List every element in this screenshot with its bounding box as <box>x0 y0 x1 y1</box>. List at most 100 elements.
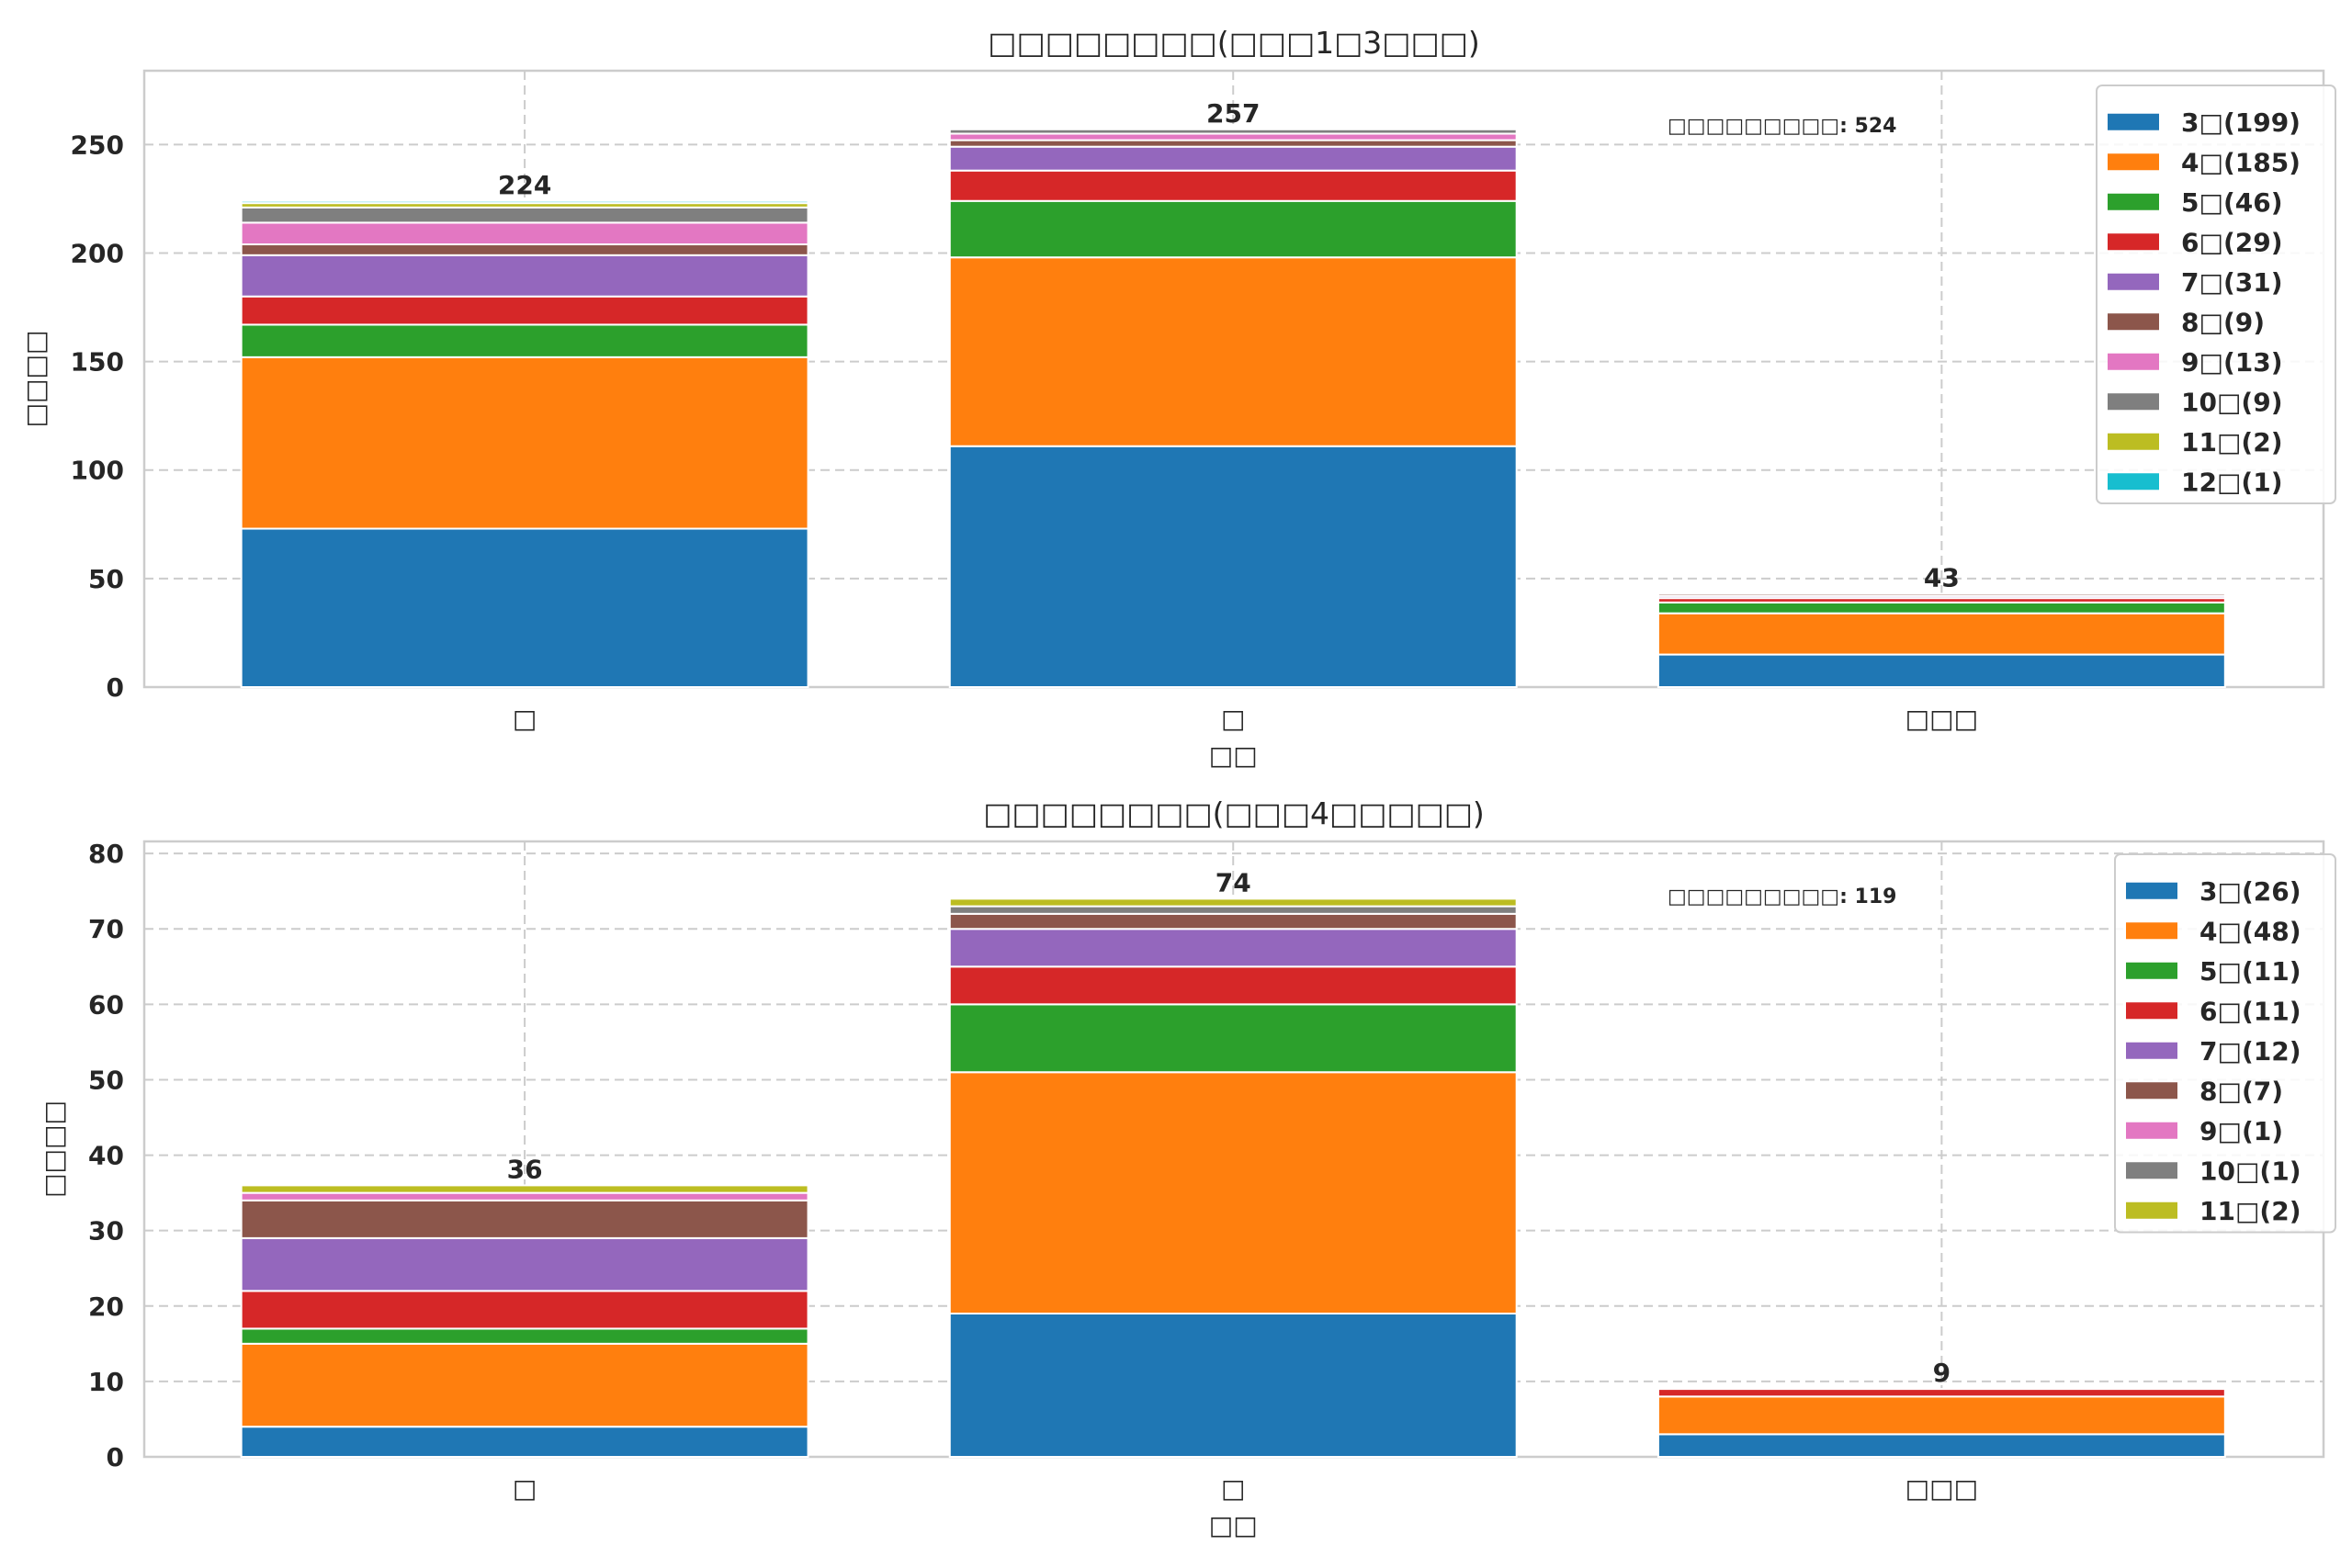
y-tick-label: 60 <box>88 989 124 1020</box>
bar-segment <box>240 355 809 530</box>
bar-segment <box>240 243 809 256</box>
bar-segment <box>948 132 1518 141</box>
legend-swatch <box>2126 1042 2177 1059</box>
bar-segment <box>948 139 1518 148</box>
legend-swatch <box>2108 313 2159 331</box>
y-tick-label: 100 <box>71 456 124 486</box>
bar-segment <box>240 1191 809 1201</box>
bar-segment <box>948 905 1518 915</box>
bar-segment <box>948 169 1518 202</box>
y-axis-label: □□□□ <box>39 1100 69 1198</box>
x-tick-label: □ <box>1221 704 1245 734</box>
x-tick-label: □ <box>513 704 537 734</box>
legend-entry: 9□(1) <box>2199 1116 2283 1146</box>
bar-segment <box>1657 601 2226 615</box>
bar-segment <box>948 1071 1518 1314</box>
legend-entry: 7□(12) <box>2199 1036 2301 1066</box>
total-annotation: □□□□□□□□□: 119 <box>1668 886 1896 908</box>
legend-swatch <box>2108 193 2159 210</box>
bar-segment <box>948 128 1518 135</box>
legend-swatch <box>2108 233 2159 251</box>
x-tick-label: □□□ <box>1905 704 1978 734</box>
bar-segment <box>1657 653 2226 689</box>
bar-segment <box>240 199 809 205</box>
bar-segment <box>1657 592 2226 597</box>
bar-segment <box>948 928 1518 968</box>
bar-segment <box>1657 1433 2226 1459</box>
legend-entry: 6□(11) <box>2199 996 2301 1026</box>
bar-segment <box>240 323 809 358</box>
x-tick-label: □ <box>1221 1473 1245 1504</box>
bar-total-label: 9 <box>1933 1358 1951 1388</box>
bar-total-label: 43 <box>1924 562 1960 592</box>
x-axis-label: □□ <box>1209 1510 1258 1540</box>
bar-segment <box>948 965 1518 1006</box>
bar-segment <box>948 145 1518 172</box>
bar-segment <box>1657 612 2226 656</box>
legend-entry: 4□(185) <box>2181 147 2301 177</box>
bar-total-label: 74 <box>1216 867 1251 897</box>
y-tick-label: 150 <box>71 347 124 378</box>
legend-swatch <box>2126 1122 2177 1139</box>
legend-swatch <box>2108 273 2159 290</box>
legend-entry: 3□(26) <box>2199 876 2301 907</box>
legend-entry: 11□(2) <box>2181 427 2283 457</box>
legend-swatch <box>2126 922 2177 940</box>
y-tick-label: 0 <box>107 672 124 703</box>
legend-swatch <box>2126 1082 2177 1100</box>
chart-title: □□□□□□□□(□□□1□3□□□) <box>988 25 1479 61</box>
bar-segment <box>240 221 809 246</box>
y-tick-label: 0 <box>107 1442 124 1472</box>
legend-entry: 3□(199) <box>2181 107 2301 138</box>
y-tick-label: 20 <box>88 1292 124 1322</box>
legend-entry: 4□(48) <box>2199 916 2301 946</box>
y-tick-label: 10 <box>88 1367 124 1397</box>
legend-swatch <box>2108 473 2159 491</box>
y-tick-label: 80 <box>88 839 124 869</box>
bar-segment <box>240 206 809 224</box>
legend-entry: 12□(1) <box>2181 467 2283 497</box>
legend-entry: 7□(31) <box>2181 267 2283 298</box>
bar-segment <box>948 445 1518 688</box>
bar-segment <box>948 1003 1518 1074</box>
y-tick-label: 30 <box>88 1216 124 1247</box>
legend-entry: 9□(13) <box>2181 347 2283 378</box>
legend-swatch <box>2126 882 2177 899</box>
chart-title: □□□□□□□□(□□□4□□□□□) <box>983 795 1485 831</box>
legend-entry: 11□(2) <box>2199 1196 2301 1226</box>
bar-segment <box>240 1199 809 1239</box>
legend-swatch <box>2108 113 2159 130</box>
y-axis-label: □□□□ <box>20 331 51 428</box>
bar-segment <box>240 254 809 298</box>
legend-swatch <box>2108 393 2159 411</box>
legend-entry: 10□(1) <box>2199 1156 2301 1186</box>
legend-swatch <box>2126 1201 2177 1219</box>
bar-segment <box>948 1312 1518 1459</box>
bar-segment <box>948 256 1518 447</box>
y-tick-label: 40 <box>88 1141 124 1171</box>
legend-swatch <box>2126 1002 2177 1020</box>
legend-entry: 5□(46) <box>2181 187 2283 218</box>
bar-total-label: 224 <box>498 170 551 200</box>
legend-swatch <box>2108 433 2159 450</box>
legend-entry: 6□(29) <box>2181 227 2283 257</box>
legend: 3□(199) 4□(185) 5□(46) 6□(29) 7□(31) 8□(9) 9□(… <box>2096 85 2336 504</box>
bar-segment <box>948 199 1518 259</box>
bar-segment <box>1657 1395 2226 1436</box>
bar-total-label: 257 <box>1206 98 1260 129</box>
y-tick-label: 250 <box>71 130 124 160</box>
y-tick-label: 200 <box>71 238 124 268</box>
bar-segment <box>1657 1388 2226 1398</box>
bar-segment <box>240 527 809 689</box>
bar-segment <box>240 1184 809 1194</box>
bar-segment <box>948 912 1518 931</box>
legend-swatch <box>2108 353 2159 370</box>
legend-swatch <box>2126 1162 2177 1179</box>
legend-entry: 8□(9) <box>2181 307 2265 337</box>
legend-entry: 5□(11) <box>2199 956 2301 987</box>
bar-total-label: 36 <box>507 1154 543 1184</box>
x-tick-label: □□□ <box>1905 1473 1978 1504</box>
y-tick-label: 50 <box>88 1065 124 1095</box>
